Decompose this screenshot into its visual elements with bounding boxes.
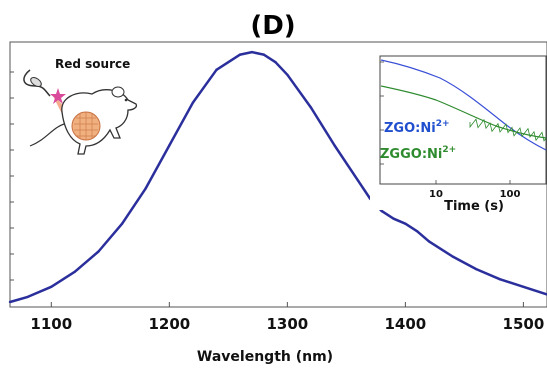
series-point [168,144,171,147]
series-point [380,209,383,213]
inset-background [370,50,546,210]
x-axis-ticks: 1100 1200 1300 1400 1500 [30,302,544,333]
x-tick-label: 1500 [503,315,545,333]
inset-x-axis-title: Time (s) [444,199,504,214]
series-point [50,285,53,289]
series-point [498,278,501,281]
inset-series-zggo [380,85,547,139]
mouse-ear-icon [111,86,125,98]
inset-x-tick-10: 10 [429,189,443,200]
series-point [215,68,218,71]
series-point [97,250,100,253]
inset-frame [379,55,547,185]
series-point [250,50,254,54]
series-point [191,101,195,104]
series-point [309,106,313,109]
inset-legend-zggo: ZGGO:Ni2+ [380,145,456,162]
mouse-eye-icon [124,98,128,102]
inset-x-tick-100: 100 [500,189,521,200]
series-point [262,53,265,56]
x-tick-label: 1300 [266,315,308,333]
series-point [144,187,147,190]
series-point [356,179,360,183]
x-tick-label: 1200 [148,315,190,333]
mouse-tail-icon [29,123,65,147]
series-point [451,255,454,258]
series-point [274,60,277,64]
plot-frame [9,41,547,308]
series-point [474,267,478,271]
tumor-pattern-icon [74,112,98,140]
mouse-illustration: Red source [23,57,138,155]
series-point [392,217,395,220]
series-point [8,300,12,304]
series-point [26,295,29,299]
series-point [427,240,431,243]
series-point [286,73,289,77]
y-axis-ticks [10,71,14,281]
inset-legend-zgo: ZGO:Ni2+ [384,119,450,136]
panel-title: (D) [250,11,295,41]
inset-series-zggo-noise [469,118,547,142]
series-point [404,222,407,225]
series-point [333,144,336,147]
series-point [238,53,242,56]
star-icon [50,88,66,104]
series-point [120,222,124,225]
inset-x-ticks [435,180,511,184]
series-point [73,270,77,273]
inset-y-ticks [380,61,384,165]
series-points [8,50,547,304]
series-point [415,230,419,233]
series-point [522,285,525,289]
laser-pointer-icon [30,77,42,87]
x-tick-label: 1100 [30,315,72,333]
source-label: Red source [55,57,130,71]
inset-chart: 10 100 Time (s) ZGO:Ni2+ ZGGO:Ni2+ [370,50,547,214]
x-axis-title: Wavelength (nm) [197,349,333,365]
x-tick-label: 1400 [384,315,426,333]
